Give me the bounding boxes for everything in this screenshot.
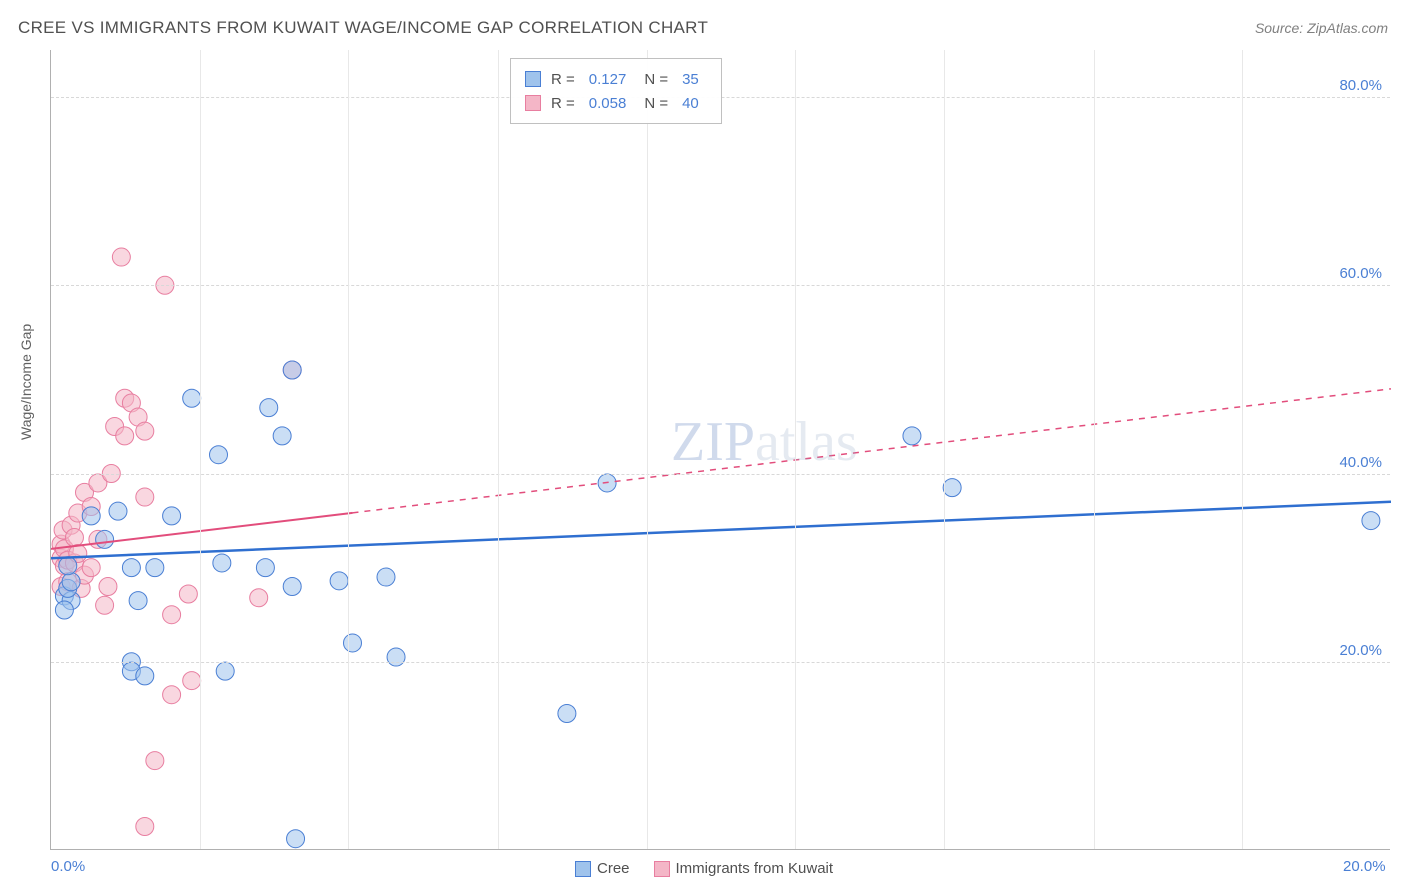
data-point [116, 427, 134, 445]
stat-r-label: R = [551, 95, 575, 112]
legend-item: Immigrants from Kuwait [654, 860, 834, 877]
data-point [213, 554, 231, 572]
y-tick-label: 60.0% [1339, 265, 1382, 282]
gridline-v [348, 50, 349, 849]
data-point [283, 361, 301, 379]
stat-n-value: 40 [682, 95, 699, 112]
legend-label: Immigrants from Kuwait [676, 860, 834, 877]
data-point [183, 672, 201, 690]
gridline-h [51, 662, 1390, 663]
data-point [82, 559, 100, 577]
data-point [183, 389, 201, 407]
data-point [163, 686, 181, 704]
gridline-v [795, 50, 796, 849]
data-point [210, 446, 228, 464]
x-tick-label: 0.0% [51, 858, 85, 875]
stat-n-value: 35 [682, 71, 699, 88]
data-point [122, 559, 140, 577]
legend-item: Cree [575, 860, 630, 877]
legend-swatch [575, 861, 591, 877]
gridline-h [51, 285, 1390, 286]
data-point [65, 529, 83, 547]
data-point [136, 488, 154, 506]
data-point [250, 589, 268, 607]
stats-row: R = 0.127 N = 35 [525, 67, 707, 91]
data-point [82, 507, 100, 525]
data-point [163, 507, 181, 525]
gridline-v [1242, 50, 1243, 849]
data-point [943, 479, 961, 497]
data-point [96, 596, 114, 614]
data-point [163, 606, 181, 624]
data-point [273, 427, 291, 445]
data-point [256, 559, 274, 577]
data-point [146, 559, 164, 577]
y-tick-label: 80.0% [1339, 77, 1382, 94]
stats-row: R = 0.058 N = 40 [525, 91, 707, 115]
data-point [55, 601, 73, 619]
y-tick-label: 40.0% [1339, 454, 1382, 471]
data-point [287, 830, 305, 848]
data-point [62, 573, 80, 591]
y-tick-label: 20.0% [1339, 642, 1382, 659]
gridline-h [51, 474, 1390, 475]
data-point [387, 648, 405, 666]
gridline-v [498, 50, 499, 849]
data-point [96, 530, 114, 548]
data-point [377, 568, 395, 586]
data-point [903, 427, 921, 445]
data-point [216, 662, 234, 680]
plot-area: ZIPatlas 20.0%40.0%60.0%80.0%0.0%20.0% [50, 50, 1390, 850]
legend-swatch [525, 71, 541, 87]
data-point [179, 585, 197, 603]
data-point [109, 502, 127, 520]
plot-container: ZIPatlas 20.0%40.0%60.0%80.0%0.0%20.0% R… [50, 50, 1390, 850]
data-point [558, 705, 576, 723]
source-label: Source: ZipAtlas.com [1255, 20, 1388, 36]
chart-title: CREE VS IMMIGRANTS FROM KUWAIT WAGE/INCO… [18, 18, 708, 38]
gridline-v [647, 50, 648, 849]
data-point [136, 422, 154, 440]
x-tick-label: 20.0% [1343, 858, 1386, 875]
stat-r-value: 0.127 [589, 71, 627, 88]
stat-r-value: 0.058 [589, 95, 627, 112]
stat-n-label: N = [644, 71, 668, 88]
legend-swatch [525, 95, 541, 111]
data-point [112, 248, 130, 266]
data-point [136, 817, 154, 835]
gridline-v [944, 50, 945, 849]
data-point [344, 634, 362, 652]
stat-r-label: R = [551, 71, 575, 88]
data-point [260, 399, 278, 417]
stat-n-label: N = [644, 95, 668, 112]
data-point [59, 557, 77, 575]
data-point [330, 572, 348, 590]
data-point [283, 577, 301, 595]
gridline-v [1094, 50, 1095, 849]
data-point [129, 592, 147, 610]
gridline-v [200, 50, 201, 849]
legend-label: Cree [597, 860, 630, 877]
data-point [146, 752, 164, 770]
chart-svg [51, 50, 1391, 850]
stats-legend: R = 0.127 N = 35 R = 0.058 N = 40 [510, 58, 722, 124]
data-point [136, 667, 154, 685]
trend-line [51, 502, 1391, 558]
legend-swatch [654, 861, 670, 877]
series-legend: Cree Immigrants from Kuwait [575, 860, 833, 877]
data-point [1362, 512, 1380, 530]
y-axis-label: Wage/Income Gap [18, 324, 34, 440]
data-point [99, 577, 117, 595]
trend-line-dashed [353, 389, 1392, 513]
